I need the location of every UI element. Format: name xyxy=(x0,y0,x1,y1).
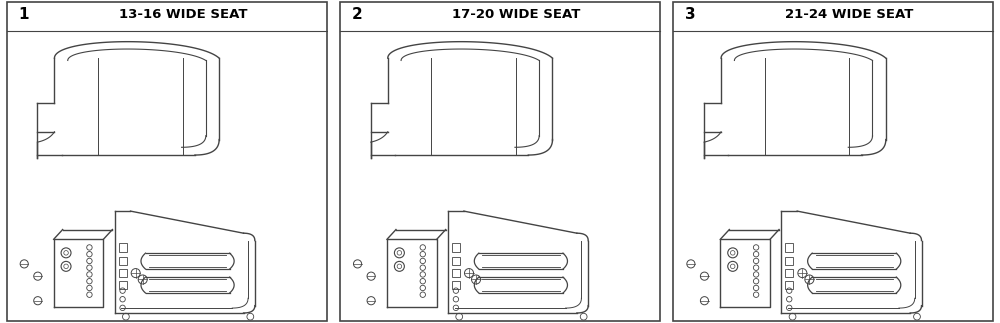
Text: 2: 2 xyxy=(351,7,362,22)
Text: 21-24 WIDE SEAT: 21-24 WIDE SEAT xyxy=(785,8,914,21)
Text: 13-16 WIDE SEAT: 13-16 WIDE SEAT xyxy=(119,8,247,21)
Text: 1: 1 xyxy=(18,7,29,22)
Text: 17-20 WIDE SEAT: 17-20 WIDE SEAT xyxy=(452,8,580,21)
Text: 3: 3 xyxy=(685,7,695,22)
